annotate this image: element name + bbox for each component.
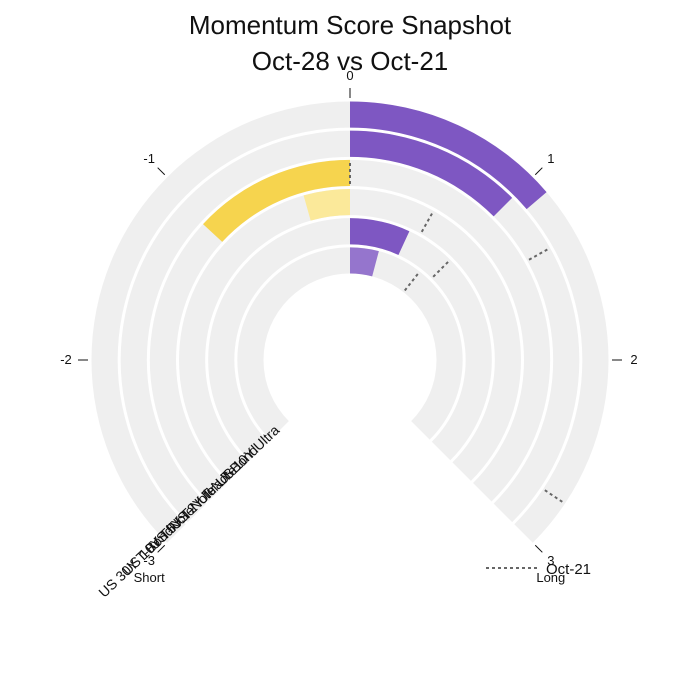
legend-label-previous: Oct-21 xyxy=(546,561,591,578)
bar-2 xyxy=(350,130,513,217)
tick-label: -3 xyxy=(143,553,155,568)
tick-label: -1 xyxy=(143,151,155,166)
tick-label: 3 xyxy=(547,553,554,568)
bar-5 xyxy=(350,218,410,255)
previous-marker-1 xyxy=(544,489,564,504)
short-label: Short xyxy=(134,570,165,585)
track-ring-2 xyxy=(120,130,580,523)
previous-marker-5 xyxy=(432,260,450,278)
bar-4 xyxy=(303,189,350,221)
tick-mark xyxy=(534,167,543,176)
previous-marker-layer xyxy=(349,161,564,504)
previous-marker-6 xyxy=(404,272,420,292)
chart-title-line-1: Momentum Score Snapshot xyxy=(189,10,512,40)
long-label: Long xyxy=(536,570,565,585)
tick-label: -2 xyxy=(60,352,72,367)
tick-label: 0 xyxy=(346,68,353,83)
tick-mark xyxy=(157,167,166,176)
legend: Oct-21 xyxy=(486,561,591,578)
tick-mark xyxy=(534,544,543,553)
track-ring-5 xyxy=(208,218,492,461)
chart-title-line-2: Oct-28 vs Oct-21 xyxy=(252,46,449,76)
tick-layer: -3 -2 -1 0 1 2 3 Short Long xyxy=(60,68,637,585)
track-ring-6 xyxy=(237,247,463,440)
bar-6 xyxy=(350,247,379,277)
tick-label: 1 xyxy=(547,151,554,166)
tick-label: 2 xyxy=(630,352,637,367)
track-ring-4 xyxy=(178,188,521,481)
tick-mark xyxy=(157,544,166,553)
bar-3 xyxy=(203,159,350,242)
track-layer xyxy=(91,101,609,543)
bar-layer xyxy=(203,101,547,277)
track-ring-3 xyxy=(149,159,551,502)
previous-marker-4 xyxy=(420,212,434,233)
bar-1 xyxy=(350,101,547,210)
previous-marker-2 xyxy=(528,248,549,261)
